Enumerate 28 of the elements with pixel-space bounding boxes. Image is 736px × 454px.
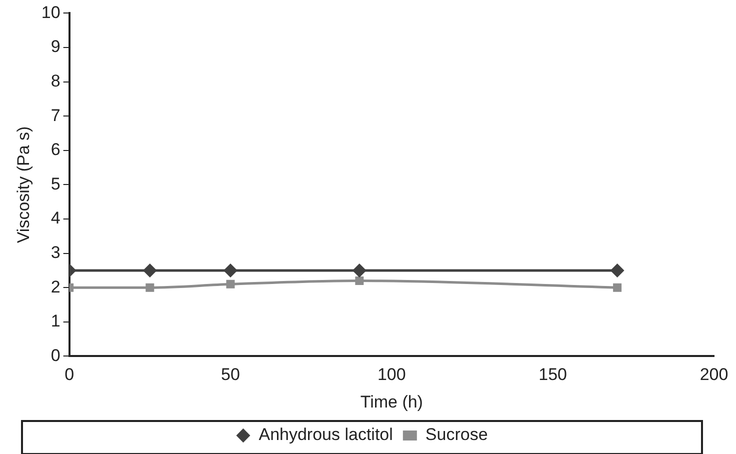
point	[613, 283, 622, 292]
point	[226, 280, 235, 288]
x-tick-label: 200	[700, 365, 728, 384]
point	[223, 263, 238, 278]
y-tick-label: 0	[50, 346, 60, 365]
point	[352, 263, 366, 278]
y-tick-label: 4	[50, 208, 60, 228]
y-tick-label: 6	[50, 140, 60, 160]
x-axis-title: Time (h)	[360, 392, 423, 412]
y-tick-label: 7	[50, 106, 60, 125]
legend-label: Sucrose	[425, 425, 488, 444]
point	[610, 263, 624, 278]
x-tick-label: 50	[221, 365, 240, 384]
y-tick-label: 5	[50, 174, 60, 194]
y-tick-label: 8	[50, 71, 60, 90]
y-tick-label: 3	[50, 242, 60, 262]
y-tick-label: 10	[41, 2, 60, 22]
x-tick-label: 0	[64, 365, 74, 384]
y-tick-label: 2	[50, 277, 60, 296]
y-tick-label: 9	[50, 37, 60, 56]
point	[142, 263, 157, 278]
y-tick-label: 1	[50, 312, 60, 331]
x-tick-label: 150	[538, 365, 568, 384]
point	[355, 276, 364, 285]
legend-label: Anhydrous lactitol	[258, 425, 393, 444]
y-axis-title: Viscosity (Pa s)	[14, 126, 33, 244]
point	[146, 283, 154, 292]
x-tick-label: 100	[377, 365, 406, 384]
